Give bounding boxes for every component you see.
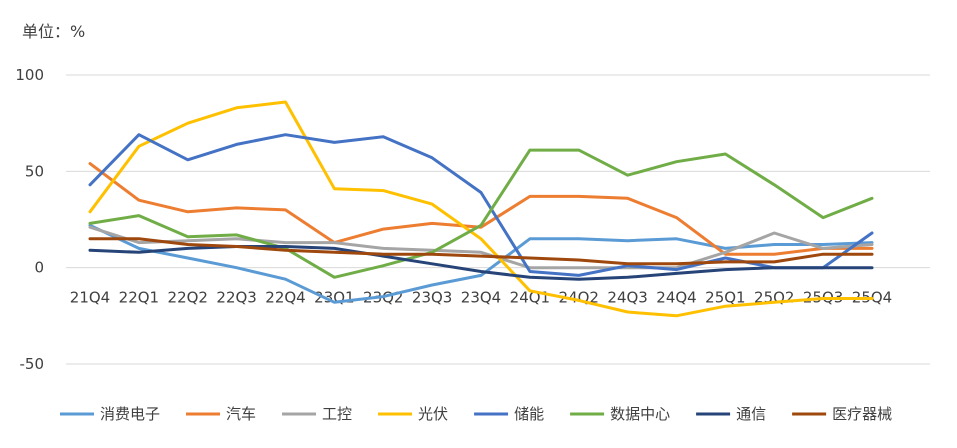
unit-label: 单位：% bbox=[22, 22, 86, 41]
x-tick-label: 22Q4 bbox=[265, 289, 305, 307]
legend-label: 储能 bbox=[514, 405, 544, 423]
series-line-3 bbox=[88, 100, 874, 318]
y-axis-ticks: -50 0 50 100 bbox=[15, 66, 44, 373]
series-line-7 bbox=[88, 237, 874, 266]
x-tick-label: 22Q3 bbox=[216, 289, 256, 307]
y-tick-label: 100 bbox=[15, 66, 44, 84]
legend-label: 通信 bbox=[736, 405, 766, 423]
x-tick-label: 23Q1 bbox=[314, 289, 354, 307]
legend-label: 工控 bbox=[322, 405, 352, 423]
x-tick-label: 24Q3 bbox=[607, 289, 647, 307]
gridlines bbox=[66, 74, 930, 365]
legend-label: 医疗器械 bbox=[832, 405, 892, 423]
x-tick-label: 25Q1 bbox=[705, 289, 745, 307]
x-tick-label: 22Q2 bbox=[168, 289, 208, 307]
series-line-2 bbox=[88, 225, 874, 270]
x-tick-label: 21Q4 bbox=[70, 289, 110, 307]
y-tick-label: 50 bbox=[25, 162, 44, 180]
y-tick-label: 0 bbox=[34, 259, 44, 277]
x-tick-label: 23Q3 bbox=[412, 289, 452, 307]
legend-label: 消费电子 bbox=[100, 405, 160, 423]
legend-label: 光伏 bbox=[418, 405, 448, 423]
legend-label: 数据中心 bbox=[610, 405, 670, 423]
y-tick-label: -50 bbox=[20, 355, 45, 373]
x-tick-label: 24Q4 bbox=[656, 289, 696, 307]
series-lines bbox=[88, 100, 874, 318]
series-line-5 bbox=[88, 148, 874, 279]
x-tick-label: 22Q1 bbox=[119, 289, 159, 307]
legend: 消费电子 汽车 工控 光伏 储能 数据中心 通信 医疗器械 bbox=[60, 405, 892, 423]
x-tick-label: 23Q4 bbox=[461, 289, 501, 307]
legend-label: 汽车 bbox=[226, 405, 256, 423]
series-line-1 bbox=[88, 162, 874, 256]
